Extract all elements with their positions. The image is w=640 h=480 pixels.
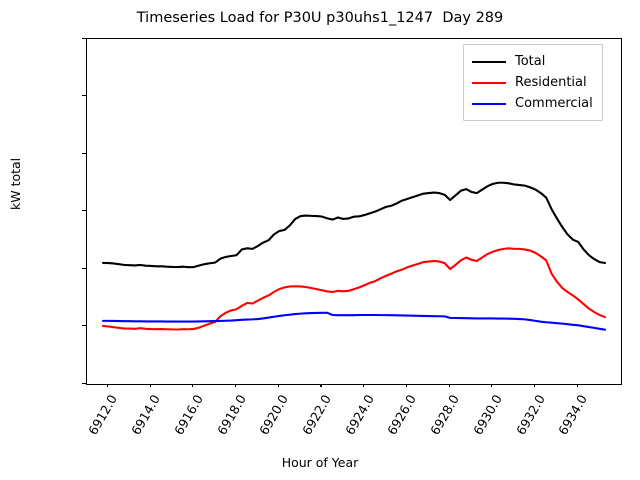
x-tick-label: 6922.0 [299, 392, 334, 438]
legend-label: Commercial [515, 96, 593, 111]
y-axis-label: kW total [8, 157, 23, 210]
x-tick-label: 6928.0 [427, 392, 463, 438]
x-tick-label: 6930.0 [469, 392, 505, 438]
chart-legend: Total Residential Commercial [463, 44, 603, 121]
series-canvas [101, 181, 607, 331]
x-tick-label: 6914.0 [128, 392, 164, 438]
legend-item-residential[interactable]: Residential [472, 72, 593, 93]
y-tick-mark [82, 37, 86, 39]
legend-label: Total [515, 54, 546, 69]
series-line-total [101, 181, 607, 269]
x-tick-label: 6918.0 [213, 392, 249, 438]
y-tick-mark [82, 325, 86, 327]
legend-item-commercial[interactable]: Commercial [472, 93, 593, 114]
chart-title: Timeseries Load for P30U p30uhs1_1247 Da… [136, 10, 504, 26]
x-tick-mark [363, 383, 365, 387]
legend-item-total[interactable]: Total [472, 51, 593, 72]
x-tick-mark [106, 383, 108, 387]
x-tick-mark [192, 383, 194, 387]
x-tick-label: 6926.0 [384, 392, 420, 438]
y-tick-mark [82, 210, 86, 212]
x-tick-label: 6916.0 [170, 392, 206, 438]
legend-swatch-residential [472, 81, 506, 84]
x-tick-mark [149, 383, 151, 387]
x-tick-label: 6932.0 [512, 392, 548, 438]
y-tick-mark [82, 267, 86, 269]
x-tick-label: 6934.0 [555, 392, 591, 438]
x-tick-mark [491, 383, 493, 387]
x-tick-mark [320, 383, 322, 387]
x-tick-label: 6912.0 [85, 392, 121, 438]
series-line-commercial [101, 311, 607, 331]
legend-label: Residential [515, 75, 587, 90]
x-tick-mark [277, 383, 279, 387]
y-tick-mark [82, 382, 86, 384]
x-tick-mark [405, 383, 407, 387]
x-tick-label: 6920.0 [256, 392, 292, 438]
legend-swatch-commercial [472, 102, 506, 105]
x-tick-mark [235, 383, 237, 387]
y-tick-mark [82, 152, 86, 154]
legend-swatch-total [472, 60, 506, 63]
x-tick-mark [534, 383, 536, 387]
x-tick-label: 6924.0 [341, 392, 377, 438]
x-tick-mark [448, 383, 450, 387]
x-tick-mark [576, 383, 578, 387]
series-line-residential [101, 247, 607, 331]
y-tick-mark [82, 95, 86, 97]
x-axis-label: Hour of Year [281, 455, 359, 470]
